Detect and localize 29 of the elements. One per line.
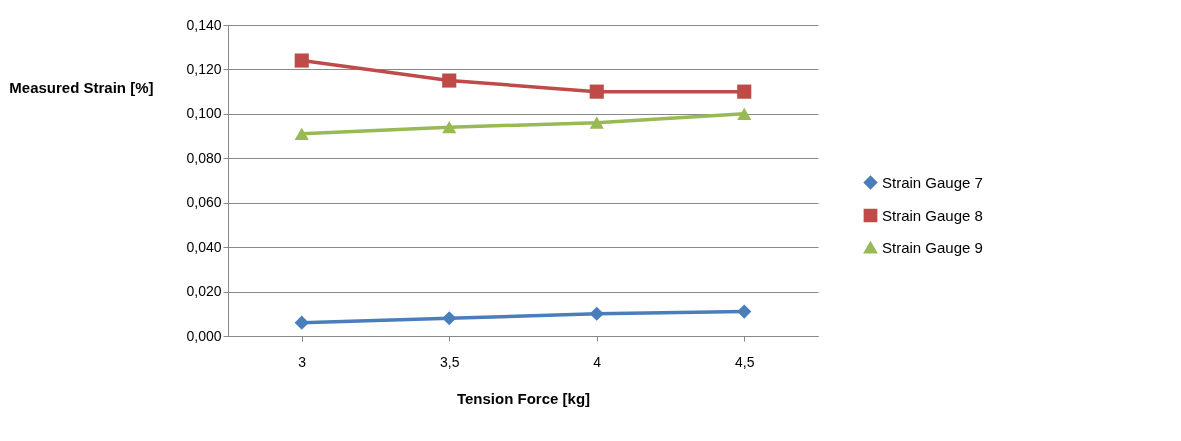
x-axis-title: Tension Force [kg] [456, 389, 591, 407]
legend-label: Strain Gauge 8 [882, 206, 983, 224]
y-tick-label: 0,020 [186, 283, 222, 300]
y-axis-title: Measured Strain [%] [9, 78, 154, 96]
point [589, 306, 604, 321]
point [442, 73, 457, 88]
legend-label: Strain Gauge 9 [882, 238, 983, 256]
y-tick-label: 0,140 [186, 16, 222, 33]
point [294, 127, 309, 140]
point [294, 53, 309, 68]
x-tick-label: 4 [593, 353, 602, 370]
y-tick-label: 0,100 [186, 105, 222, 122]
point [737, 107, 752, 120]
legend-label: Strain Gauge 7 [882, 173, 983, 191]
point [589, 84, 604, 99]
x-tick-label: 3,5 [440, 353, 460, 370]
point [442, 121, 457, 134]
point [589, 116, 604, 129]
y-tick-label: 0,080 [186, 149, 222, 166]
x-tick-label: 3 [298, 353, 307, 370]
point [294, 315, 309, 330]
y-tick-label: 0,000 [186, 327, 222, 344]
point [442, 311, 457, 326]
point [737, 84, 752, 99]
point [737, 304, 752, 319]
y-tick-label: 0,040 [186, 238, 222, 255]
y-tick-label: 0,120 [186, 60, 222, 77]
y-tick-label: 0,060 [186, 194, 222, 211]
x-tick-label: 4,5 [735, 353, 755, 370]
